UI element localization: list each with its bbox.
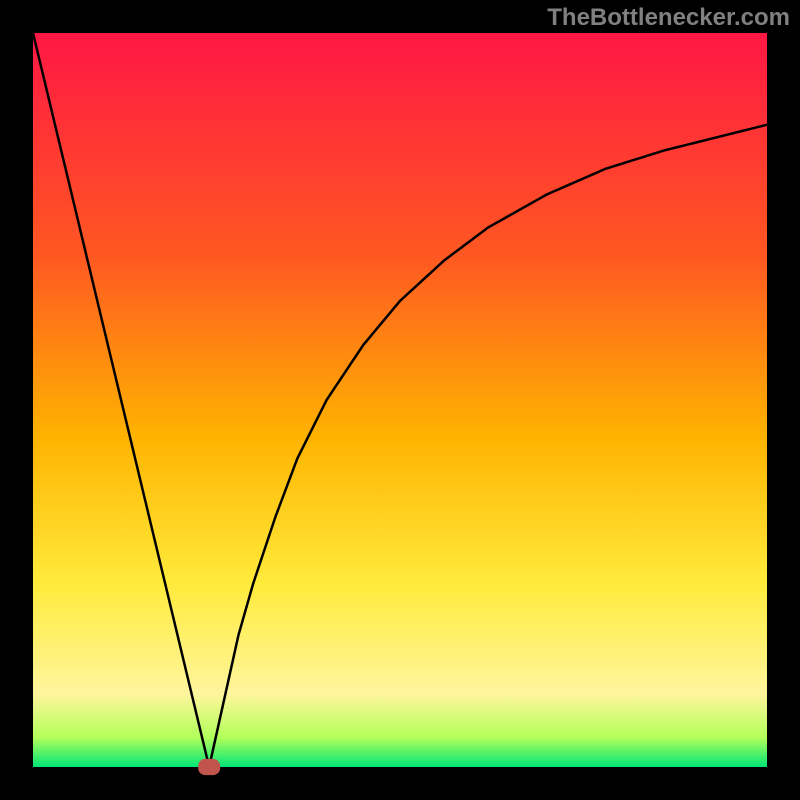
bottleneck-chart: TheBottlenecker.com: [0, 0, 800, 800]
plot-background: [33, 33, 767, 767]
watermark-text: TheBottlenecker.com: [547, 4, 790, 32]
chart-svg: [0, 0, 800, 800]
minimum-marker-icon: [198, 759, 220, 775]
